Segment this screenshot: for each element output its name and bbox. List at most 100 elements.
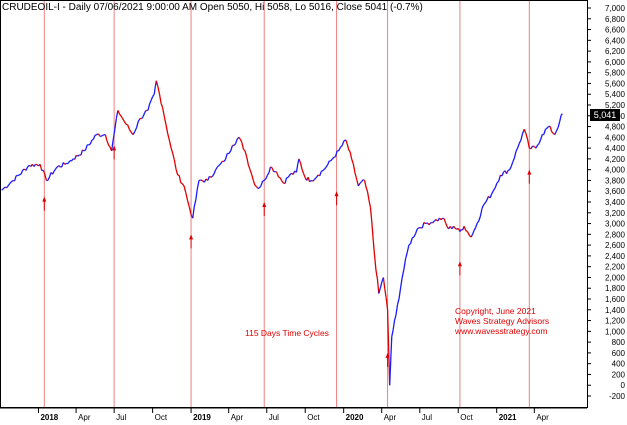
x-tick-label: Jul xyxy=(116,413,126,422)
price-segment xyxy=(175,169,179,176)
price-segment xyxy=(549,126,553,132)
price-segment xyxy=(307,177,311,182)
price-segment xyxy=(134,127,138,133)
price-segment xyxy=(7,183,11,187)
price-segment xyxy=(398,287,402,299)
price-segment xyxy=(223,159,226,163)
price-segment xyxy=(150,96,154,101)
price-segment xyxy=(170,147,174,154)
price-segment xyxy=(333,156,336,158)
price-segment xyxy=(356,178,359,186)
price-segment xyxy=(454,227,458,230)
y-tick-label: -200 xyxy=(609,392,626,401)
price-segment xyxy=(491,190,495,195)
x-tick-label: 2021 xyxy=(499,413,517,422)
price-segment xyxy=(101,134,104,137)
price-segment xyxy=(247,164,251,170)
price-segment xyxy=(404,252,408,260)
price-segment xyxy=(507,169,510,171)
price-segment xyxy=(368,199,372,208)
price-segment xyxy=(242,148,246,152)
price-segment xyxy=(557,120,561,128)
price-segment xyxy=(338,147,342,152)
price-segment xyxy=(144,109,147,113)
price-segment xyxy=(84,144,88,151)
price-segment xyxy=(110,139,114,151)
price-segment xyxy=(185,192,189,201)
price-segment xyxy=(137,118,141,122)
y-tick-label: 1,600 xyxy=(605,295,626,304)
price-segment xyxy=(173,159,177,170)
price-segment xyxy=(36,164,40,167)
price-segment xyxy=(89,139,93,145)
price-segment xyxy=(127,124,131,130)
price-segment xyxy=(463,226,467,231)
price-segment xyxy=(181,183,185,187)
price-segment xyxy=(327,160,330,166)
price-segment xyxy=(543,129,547,135)
y-tick-label: 1,800 xyxy=(605,284,626,293)
price-segment xyxy=(537,142,540,146)
price-segment xyxy=(234,138,238,144)
price-segment xyxy=(474,223,478,228)
price-segment xyxy=(17,174,20,177)
price-segment xyxy=(104,134,108,141)
price-segment xyxy=(260,180,264,186)
price-segment xyxy=(366,191,370,201)
price-segment xyxy=(91,138,94,141)
price-segment xyxy=(10,179,14,183)
price-segment xyxy=(117,110,121,115)
y-tick-label: 3,400 xyxy=(605,198,626,207)
price-segment xyxy=(363,180,367,188)
price-segment xyxy=(42,169,46,175)
copyright-line-2: Waves Strategy Advisors xyxy=(455,316,550,326)
price-segment xyxy=(473,227,477,231)
price-segment xyxy=(77,154,80,157)
price-segment xyxy=(33,164,37,167)
price-segment xyxy=(330,158,333,162)
price-segment xyxy=(453,225,456,229)
price-segment xyxy=(163,116,167,125)
arrow-head xyxy=(189,234,194,240)
y-tick-label: 6,200 xyxy=(605,47,626,56)
price-segment xyxy=(56,165,60,168)
price-segment xyxy=(369,207,373,223)
y-tick-label: 200 xyxy=(612,370,626,379)
price-segment xyxy=(58,165,61,168)
price-segment xyxy=(210,175,213,178)
price-segment xyxy=(341,140,345,146)
price-segment xyxy=(148,99,152,105)
price-segment xyxy=(346,143,350,150)
price-segment xyxy=(132,131,136,135)
y-tick-label: 4,000 xyxy=(605,166,626,175)
price-segment xyxy=(428,222,432,226)
price-segment xyxy=(498,174,502,182)
price-segment xyxy=(168,139,172,148)
price-segment xyxy=(438,217,442,221)
y-tick-label: 6,000 xyxy=(605,58,626,67)
price-segment xyxy=(323,166,327,170)
last-price-label: 5,041 xyxy=(590,109,620,121)
y-tick-label: 2,000 xyxy=(605,273,626,282)
price-segment xyxy=(71,158,74,162)
price-segment xyxy=(279,177,283,182)
price-segment xyxy=(19,173,22,176)
x-tick-label: Oct xyxy=(307,413,320,422)
price-segment xyxy=(39,164,43,171)
price-segment xyxy=(216,165,220,168)
price-segment xyxy=(379,281,383,289)
price-segment xyxy=(115,110,119,119)
y-tick-label: 6,800 xyxy=(605,15,626,24)
price-segment xyxy=(266,172,270,176)
y-tick-label: 2,400 xyxy=(605,252,626,261)
price-segment xyxy=(120,115,124,119)
price-segment xyxy=(289,172,292,176)
price-segment xyxy=(25,166,29,171)
price-segment xyxy=(249,169,253,175)
price-segment xyxy=(83,149,86,152)
price-segment xyxy=(233,143,237,146)
y-tick-label: 3,000 xyxy=(605,220,626,229)
price-segment xyxy=(560,113,563,116)
y-tick-label: 2,800 xyxy=(605,230,626,239)
price-segment xyxy=(372,239,376,256)
